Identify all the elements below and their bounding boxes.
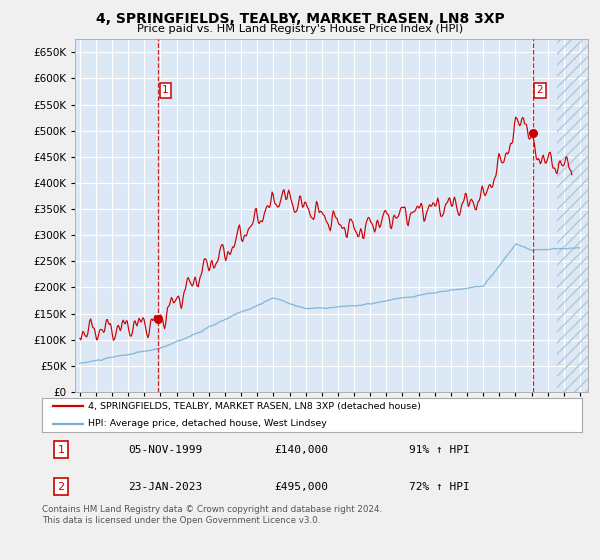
Text: 23-JAN-2023: 23-JAN-2023 [128,482,203,492]
Bar [557,39,588,392]
Text: Price paid vs. HM Land Registry's House Price Index (HPI): Price paid vs. HM Land Registry's House … [137,24,463,34]
Text: 2: 2 [58,482,64,492]
Text: 4, SPRINGFIELDS, TEALBY, MARKET RASEN, LN8 3XP (detached house): 4, SPRINGFIELDS, TEALBY, MARKET RASEN, L… [88,402,421,411]
Text: HPI: Average price, detached house, West Lindsey: HPI: Average price, detached house, West… [88,419,327,428]
Text: 91% ↑ HPI: 91% ↑ HPI [409,445,470,455]
Text: £140,000: £140,000 [274,445,328,455]
Text: £495,000: £495,000 [274,482,328,492]
Bar [557,39,588,392]
Text: 1: 1 [162,85,169,95]
Text: 05-NOV-1999: 05-NOV-1999 [128,445,203,455]
Text: 2: 2 [536,85,543,95]
Text: 4, SPRINGFIELDS, TEALBY, MARKET RASEN, LN8 3XP: 4, SPRINGFIELDS, TEALBY, MARKET RASEN, L… [95,12,505,26]
Text: 1: 1 [58,445,64,455]
Text: 72% ↑ HPI: 72% ↑ HPI [409,482,470,492]
Text: Contains HM Land Registry data © Crown copyright and database right 2024.
This d: Contains HM Land Registry data © Crown c… [42,505,382,525]
